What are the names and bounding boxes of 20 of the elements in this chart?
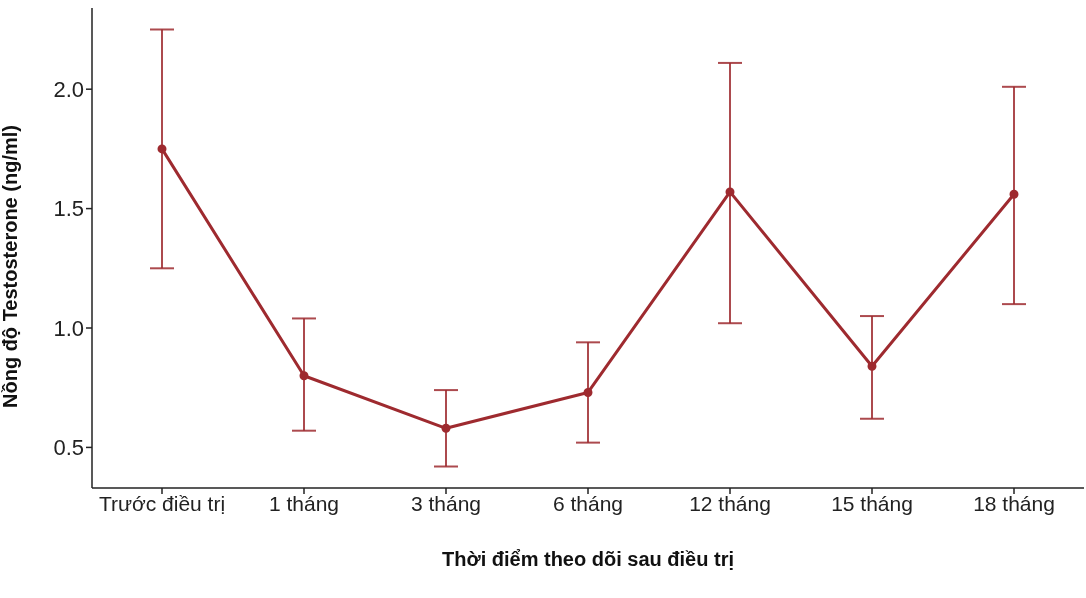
point	[299, 371, 309, 381]
y-tick-label: 1.5	[53, 196, 84, 222]
point	[725, 187, 735, 197]
x-tick-label: 1 tháng	[268, 491, 340, 515]
point	[441, 423, 451, 433]
y-tick-label: 2.0	[53, 77, 84, 102]
y-tick-label: 1.0	[53, 315, 84, 341]
x-tick-label: 18 tháng	[973, 491, 1055, 515]
x-tick-label: 6 tháng	[552, 491, 624, 515]
point	[583, 387, 593, 397]
x-tick-label: 12 tháng	[689, 491, 771, 515]
x-tick-label: Trước điều trị	[98, 491, 226, 515]
y-tick-label: 0.5	[53, 435, 84, 461]
x-tick-label: 3 tháng	[410, 491, 482, 515]
x-axis-title: Thời điểm theo dõi sau điều trị	[441, 548, 735, 570]
y-axis-title: Nồng độ Testosterone (ng/ml)	[0, 125, 22, 408]
point	[157, 144, 167, 154]
point	[867, 361, 877, 371]
point	[1009, 189, 1019, 199]
x-tick-label: 15 tháng	[831, 491, 913, 515]
